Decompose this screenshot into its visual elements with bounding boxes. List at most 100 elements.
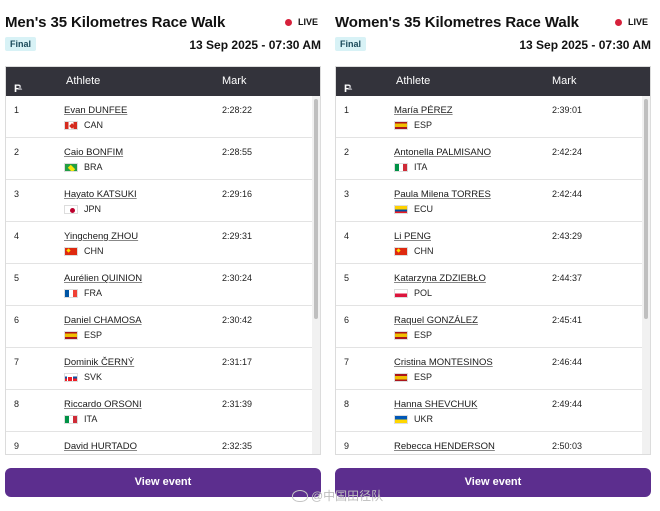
athlete-name-link[interactable]: Hanna SHEVCHUK bbox=[394, 399, 478, 410]
table-scrollbar[interactable] bbox=[312, 96, 320, 454]
athlete-name-link[interactable]: Paula Milena TORRES bbox=[394, 189, 491, 200]
view-event-button[interactable]: View event bbox=[335, 468, 651, 497]
row-mark: 2:43:29 bbox=[552, 231, 583, 241]
athlete-name-link[interactable]: Rebecca HENDERSON bbox=[394, 441, 495, 452]
athlete-country: ESP bbox=[64, 330, 102, 340]
row-position: 6 bbox=[344, 315, 350, 325]
live-indicator: LIVE bbox=[284, 17, 318, 27]
athlete-name-link[interactable]: Daniel CHAMOSA bbox=[64, 315, 142, 326]
event-datetime: 13 Sep 2025 - 07:30 AM bbox=[519, 38, 651, 52]
table-row[interactable]: 8 Riccardo ORSONI 2:31:39 ITA bbox=[6, 390, 314, 432]
column-header-mark[interactable]: Mark bbox=[552, 75, 577, 87]
country-flag-icon bbox=[64, 288, 78, 298]
women-results-panel: Women's 35 Kilometres Race Walk LIVE Fin… bbox=[335, 0, 651, 511]
scrollbar-thumb[interactable] bbox=[314, 99, 318, 319]
row-position: 4 bbox=[14, 231, 20, 241]
row-position: 9 bbox=[344, 441, 350, 451]
table-row[interactable]: 7 Cristina MONTESINOS 2:46:44 ESP bbox=[336, 348, 644, 390]
column-header-athlete[interactable]: Athlete bbox=[66, 75, 101, 87]
view-event-button[interactable]: View event bbox=[5, 468, 321, 497]
country-code: ESP bbox=[414, 372, 433, 382]
sort-arrow-icon: ▲ bbox=[346, 83, 354, 92]
athlete-name-link[interactable]: Evan DUNFEE bbox=[64, 105, 128, 116]
row-mark: 2:50:03 bbox=[552, 441, 583, 451]
row-mark: 2:32:35 bbox=[222, 441, 253, 451]
row-position: 9 bbox=[14, 441, 20, 451]
athlete-name-link[interactable]: Dominik ČERNÝ bbox=[64, 357, 135, 368]
results-table: P ▲ Athlete Mark 1 Evan DUNFEE 2:28:22 CAN 2 C… bbox=[5, 66, 321, 455]
table-header: P ▲ Athlete Mark bbox=[336, 67, 650, 96]
table-row[interactable]: 2 Antonella PALMISANO 2:42:24 ITA bbox=[336, 138, 644, 180]
athlete-name-link[interactable]: Hayato KATSUKI bbox=[64, 189, 137, 200]
event-title: Men's 35 Kilometres Race Walk bbox=[5, 14, 226, 31]
table-row[interactable]: 7 Dominik ČERNÝ 2:31:17 SVK bbox=[6, 348, 314, 390]
row-position: 7 bbox=[344, 357, 350, 367]
table-row[interactable]: 1 María PÉREZ 2:39:01 ESP bbox=[336, 96, 644, 138]
country-code: ECU bbox=[414, 204, 434, 214]
table-row[interactable]: 3 Hayato KATSUKI 2:29:16 JPN bbox=[6, 180, 314, 222]
athlete-country: ESP bbox=[394, 330, 432, 340]
table-row[interactable]: 6 Raquel GONZÁLEZ 2:45:41 ESP bbox=[336, 306, 644, 348]
country-flag-icon bbox=[394, 372, 408, 382]
row-position: 7 bbox=[14, 357, 20, 367]
athlete-country: UKR bbox=[394, 414, 433, 424]
row-mark: 2:29:16 bbox=[222, 189, 253, 199]
athlete-country: ITA bbox=[394, 162, 427, 172]
country-flag-icon bbox=[394, 330, 408, 340]
table-row[interactable]: 4 Yingcheng ZHOU 2:29:31 CHN bbox=[6, 222, 314, 264]
athlete-name-link[interactable]: Riccardo ORSONI bbox=[64, 399, 142, 410]
country-flag-icon bbox=[64, 204, 78, 214]
row-mark: 2:39:01 bbox=[552, 105, 583, 115]
country-code: ESP bbox=[84, 330, 103, 340]
table-row[interactable]: 2 Caio BONFIM 2:28:55 BRA bbox=[6, 138, 314, 180]
athlete-name-link[interactable]: David HURTADO bbox=[64, 441, 138, 452]
country-flag-icon bbox=[394, 204, 408, 214]
country-flag-icon bbox=[64, 414, 78, 424]
column-header-mark[interactable]: Mark bbox=[222, 75, 247, 87]
row-position: 6 bbox=[14, 315, 20, 325]
athlete-name-link[interactable]: Yingcheng ZHOU bbox=[64, 231, 139, 242]
athlete-country: ECU bbox=[394, 204, 433, 214]
round-badge: Final bbox=[335, 37, 367, 51]
country-flag-icon bbox=[394, 162, 408, 172]
table-row[interactable]: 5 Aurélien QUINION 2:30:24 FRA bbox=[6, 264, 314, 306]
row-mark: 2:46:44 bbox=[552, 357, 583, 367]
country-code: CHN bbox=[84, 246, 104, 256]
table-row[interactable]: 9 David HURTADO 2:32:35 bbox=[6, 432, 314, 454]
table-row[interactable]: 6 Daniel CHAMOSA 2:30:42 ESP bbox=[6, 306, 314, 348]
athlete-name-link[interactable]: Katarzyna ZDZIEBŁO bbox=[394, 273, 486, 284]
athlete-country: POL bbox=[394, 288, 432, 298]
athlete-name-link[interactable]: Li PENG bbox=[394, 231, 431, 242]
athlete-name-link[interactable]: Caio BONFIM bbox=[64, 147, 124, 158]
table-row[interactable]: 3 Paula Milena TORRES 2:42:44 ECU bbox=[336, 180, 644, 222]
table-row[interactable]: 4 Li PENG 2:43:29 CHN bbox=[336, 222, 644, 264]
table-row[interactable]: 1 Evan DUNFEE 2:28:22 CAN bbox=[6, 96, 314, 138]
scrollbar-thumb[interactable] bbox=[644, 99, 648, 319]
watermark-text: @中国田径队 bbox=[311, 489, 384, 503]
table-row[interactable]: 9 Rebecca HENDERSON 2:50:03 bbox=[336, 432, 644, 454]
watermark: @中国田径队 bbox=[292, 487, 383, 504]
country-code: JPN bbox=[84, 204, 102, 214]
column-header-athlete[interactable]: Athlete bbox=[396, 75, 431, 87]
live-dot-icon bbox=[284, 18, 292, 26]
table-header: P ▲ Athlete Mark bbox=[6, 67, 320, 96]
row-position: 5 bbox=[344, 273, 350, 283]
athlete-name-link[interactable]: Cristina MONTESINOS bbox=[394, 357, 493, 368]
row-mark: 2:29:31 bbox=[222, 231, 253, 241]
country-code: FRA bbox=[84, 288, 102, 298]
athlete-name-link[interactable]: Aurélien QUINION bbox=[64, 273, 143, 284]
athlete-country: SVK bbox=[64, 372, 102, 382]
table-body: 1 Evan DUNFEE 2:28:22 CAN 2 Caio BONFIM 2:28:5… bbox=[6, 96, 314, 454]
row-position: 3 bbox=[344, 189, 350, 199]
athlete-name-link[interactable]: Raquel GONZÁLEZ bbox=[394, 315, 478, 326]
athlete-country: ESP bbox=[394, 372, 432, 382]
athlete-name-link[interactable]: María PÉREZ bbox=[394, 105, 453, 116]
country-code: ITA bbox=[414, 162, 428, 172]
country-flag-icon bbox=[394, 414, 408, 424]
table-row[interactable]: 8 Hanna SHEVCHUK 2:49:44 UKR bbox=[336, 390, 644, 432]
row-mark: 2:30:42 bbox=[222, 315, 253, 325]
table-scrollbar[interactable] bbox=[642, 96, 650, 454]
country-code: UKR bbox=[414, 414, 434, 424]
table-row[interactable]: 5 Katarzyna ZDZIEBŁO 2:44:37 POL bbox=[336, 264, 644, 306]
athlete-name-link[interactable]: Antonella PALMISANO bbox=[394, 147, 491, 158]
